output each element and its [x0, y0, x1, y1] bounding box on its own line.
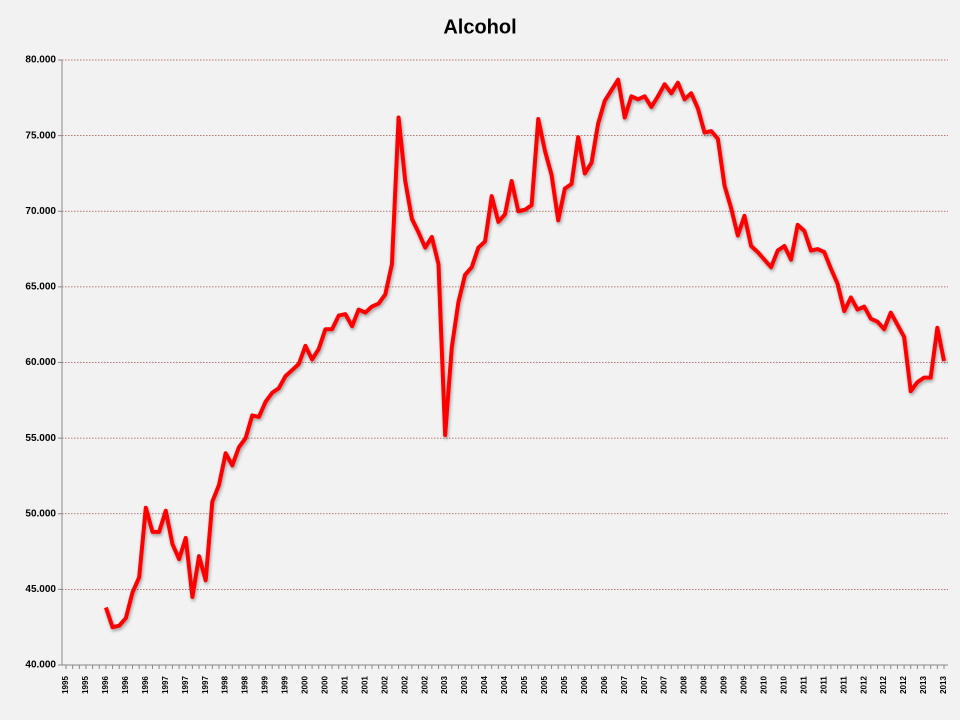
- x-tick-label: 2002: [400, 676, 409, 694]
- x-tick-label: 2011: [819, 676, 828, 694]
- x-tick-label: 1996: [101, 676, 110, 694]
- x-tick-label: 1995: [81, 676, 90, 694]
- x-tick-label: 2010: [760, 676, 769, 694]
- x-tick-label: 2001: [340, 676, 349, 694]
- x-tick-label: 2012: [899, 676, 908, 694]
- x-tick-label: 2012: [859, 676, 868, 694]
- x-tick-label: 1997: [181, 676, 190, 694]
- chart-title: Alcohol: [443, 16, 516, 38]
- y-tick-label: 45.000: [25, 584, 56, 595]
- y-tick-label: 60.000: [25, 357, 56, 368]
- x-tick-label: 2005: [520, 676, 529, 694]
- x-tick-label: 2000: [321, 676, 330, 694]
- x-tick-label: 2002: [380, 676, 389, 694]
- data-line: [104, 77, 946, 630]
- x-tick-label: 2000: [301, 676, 310, 694]
- x-tick-label: 2003: [460, 676, 469, 694]
- y-tick-label: 40.000: [25, 660, 56, 671]
- x-tick-label: 2004: [480, 676, 489, 694]
- x-tick-label: 2009: [740, 676, 749, 694]
- x-tick-label: 1999: [261, 676, 270, 694]
- x-tick-label: 2002: [420, 676, 429, 694]
- x-tick-label: 2001: [360, 676, 369, 694]
- x-tick-label: 1996: [141, 676, 150, 694]
- y-tick-label: 55.000: [25, 433, 56, 444]
- x-tick-label: 2010: [779, 676, 788, 694]
- x-tick-label: 2011: [799, 676, 808, 694]
- x-tick-label: 2007: [620, 676, 629, 694]
- plot-area: 40.000 45.000 50.000 55.000 60.000 65.000 70.0…: [25, 55, 948, 694]
- x-tick-label: 2007: [660, 676, 669, 694]
- y-tick-label: 80.000: [25, 55, 56, 66]
- x-tick-label: 2005: [540, 676, 549, 694]
- x-tick-label: 2008: [680, 676, 689, 694]
- x-tick-label: 1997: [201, 676, 210, 694]
- x-tick-label: 2003: [440, 676, 449, 694]
- x-tick-label: 1997: [161, 676, 170, 694]
- y-tick-label: 75.000: [25, 130, 56, 141]
- y-tick-label: 65.000: [25, 282, 56, 293]
- x-tick-label: 2004: [500, 676, 509, 694]
- x-tick-label: 2009: [720, 676, 729, 694]
- x-tick-label: 2006: [580, 676, 589, 694]
- x-tick-label: 1998: [221, 676, 230, 694]
- x-tick-label: 1999: [281, 676, 290, 694]
- x-tick-label: 1995: [61, 676, 70, 694]
- x-tick-label: 2011: [839, 676, 848, 694]
- y-tick-label: 70.000: [25, 206, 56, 217]
- x-tick-label: 2008: [700, 676, 709, 694]
- x-tick-label: 2013: [939, 676, 948, 694]
- x-tick-label: 2006: [600, 676, 609, 694]
- y-tick-label: 50.000: [25, 508, 56, 519]
- x-tick-label: 2005: [560, 676, 569, 694]
- x-tick-label: 1996: [121, 676, 130, 694]
- x-tick-label: 1998: [241, 676, 250, 694]
- x-tick-label: 2007: [640, 676, 649, 694]
- x-tick-label: 2012: [879, 676, 888, 694]
- x-tick-label: 2013: [919, 676, 928, 694]
